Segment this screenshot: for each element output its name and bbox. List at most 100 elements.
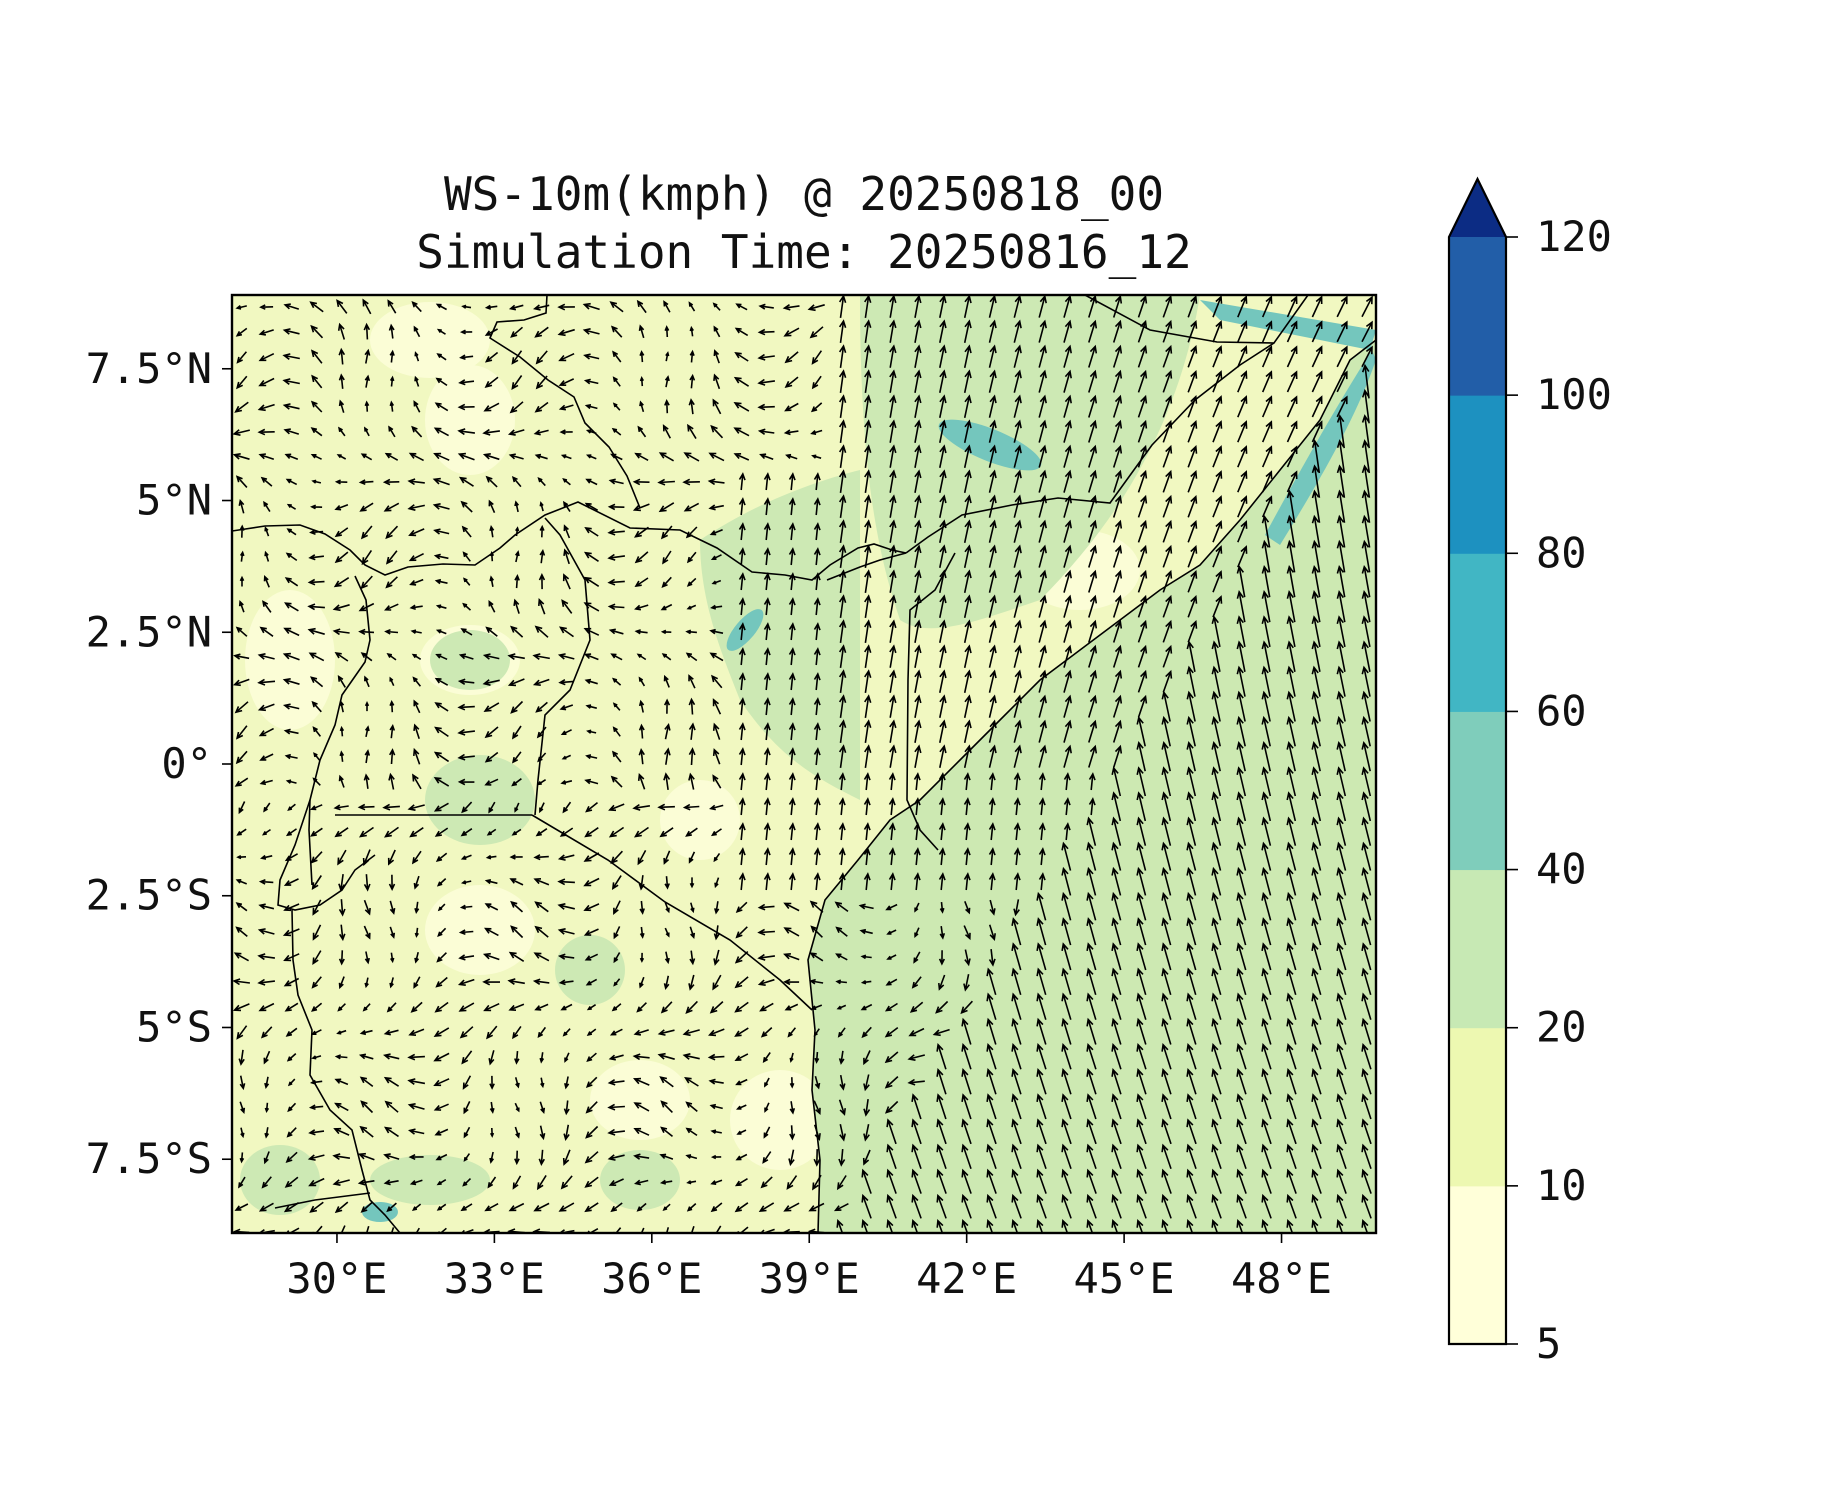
wind-arrow [610,325,623,338]
wind-arrow [1162,669,1173,693]
wind-arrow [788,672,796,691]
wind-arrow [383,1053,400,1060]
wind-arrow [537,752,547,763]
wind-arrow [1186,1143,1197,1169]
wind-arrow [1136,1118,1147,1145]
wind-arrow [1212,395,1223,418]
wind-arrow [1286,942,1297,971]
wind-arrow [1013,319,1022,343]
wind-arrow [482,679,500,686]
wind-arrow [988,719,997,743]
wind-arrow [1013,899,1020,917]
wind-arrow [961,1017,972,1045]
wind-arrow [457,678,475,685]
wind-arrow [1186,740,1196,772]
wind-arrow [357,803,375,811]
wind-arrow [1286,992,1297,1020]
wind-arrow [238,600,245,613]
wind-arrow [284,1176,299,1188]
wind-arrow [837,1027,846,1038]
wind-arrow [286,1053,297,1062]
wind-arrow [757,328,775,336]
wind-arrow [463,1101,471,1115]
wind-arrow [1336,1068,1347,1095]
wind-arrow [1311,967,1322,996]
wind-arrow [738,772,746,791]
wind-arrow [560,779,573,785]
wind-arrow [813,647,821,666]
wind-arrow [286,503,297,510]
wind-arrow [282,378,300,385]
wind-arrow [514,1126,520,1139]
wind-arrow [936,1118,947,1145]
wind-arrow [939,925,946,940]
wind-arrow [1013,569,1022,593]
wind-arrow [813,547,821,566]
wind-arrow [1036,1193,1047,1219]
wind-arrow [1187,619,1198,643]
wind-arrow [712,748,721,765]
wind-arrow [585,429,597,435]
wind-arrow [511,476,522,488]
wind-arrow [507,978,525,985]
wind-arrow [1011,1118,1022,1145]
wind-arrow [889,569,897,593]
wind-arrow [682,478,700,486]
wind-arrow [257,403,275,412]
wind-arrow [1136,1042,1147,1070]
wind-arrow [383,1076,400,1087]
wind-arrow [1088,519,1098,543]
wind-arrow [688,747,696,766]
wind-arrow [1286,816,1297,846]
wind-arrow [539,1125,546,1141]
wind-arrow [307,627,325,635]
wind-arrow [563,524,571,539]
wind-arrow [764,1102,770,1113]
wind-arrow [783,429,799,436]
wind-arrow [1211,715,1221,747]
wind-arrow [858,903,874,910]
wind-arrow [238,1176,246,1189]
wind-arrow [685,827,698,837]
wind-arrow [1361,992,1372,1020]
wind-arrow [988,494,997,518]
wind-arrow [864,694,872,719]
wind-arrow [811,454,822,459]
wind-arrow [634,604,649,611]
wind-arrow [308,1177,325,1187]
wind-arrow [763,672,771,691]
wind-arrow [1261,295,1273,318]
wind-arrow [939,619,947,643]
wind-arrow [963,444,972,468]
wind-arrow [1063,544,1072,568]
colorbar-tick-label: 5 [1536,1319,1561,1368]
wind-arrow [788,772,796,791]
wind-arrow [338,373,345,389]
wind-arrow [434,677,449,686]
wind-arrow [839,1124,846,1142]
wind-arrow [1236,866,1247,896]
wind-arrow [389,349,395,363]
wind-arrow [612,350,622,363]
wind-arrow [838,344,847,369]
wind-arrow [661,576,672,589]
wind-arrow [1336,1042,1347,1070]
wind-arrow [263,1050,271,1065]
wind-arrow [482,978,501,986]
wind-arrow [260,1026,273,1039]
wind-arrow [484,778,499,786]
wind-arrow [813,747,821,766]
wind-arrow [558,679,574,686]
wind-arrow [564,1076,570,1090]
x-tick-label: 48°E [1231,1254,1332,1303]
wind-arrow [988,295,997,318]
wind-arrow [1186,967,1197,996]
wind-arrow [1063,295,1072,318]
wind-arrow [707,478,725,486]
wind-arrow [1237,345,1248,368]
wind-arrow [285,552,298,562]
wind-arrow [689,950,696,966]
wind-arrow [1361,715,1371,747]
wind-arrow [734,951,749,964]
wind-arrow [537,1026,547,1039]
